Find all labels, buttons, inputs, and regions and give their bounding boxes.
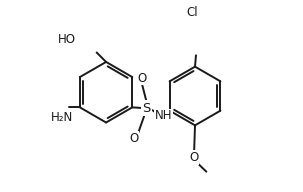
Text: O: O <box>189 151 199 164</box>
Text: O: O <box>129 132 139 145</box>
Text: Cl: Cl <box>186 6 198 19</box>
Text: NH: NH <box>155 109 172 122</box>
Text: H₂N: H₂N <box>51 111 73 124</box>
Text: S: S <box>143 102 151 115</box>
Text: HO: HO <box>58 33 76 46</box>
Text: O: O <box>137 72 146 84</box>
